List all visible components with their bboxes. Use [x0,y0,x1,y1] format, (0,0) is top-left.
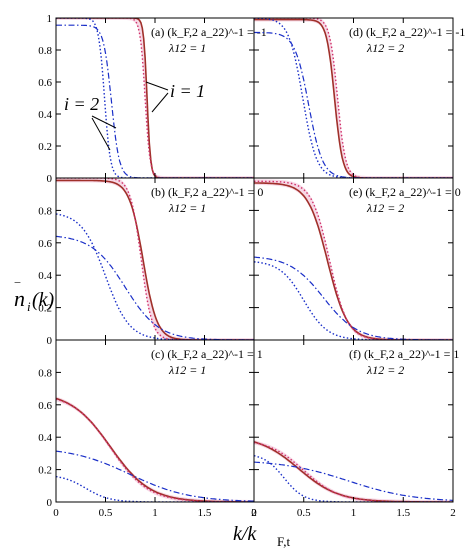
series-i2-dashdot-f [254,461,453,501]
y-tick-label-b: 0.8 [38,205,52,217]
annotation-i1-arrow-1 [145,81,169,91]
x-tick-label-c: 1 [152,507,158,519]
panel-c: 0 0.5 1 1.5 200.20.40.60.8(c) (k_F,2 a_22)^-… [38,339,263,519]
y-tick-label-a: 0 [47,173,53,185]
series-i2-dashdot-c [56,450,254,502]
panel-label-a: (a) (k_F,2 a_22)^-1 = -1 [151,25,267,39]
y-tick-label-b: 0.4 [38,270,52,282]
y-tick-label-c: 0.6 [38,400,52,412]
y-tick-label-a: 0.2 [38,141,52,153]
panel-e: (e) (k_F,2 a_22)^-1 = 0 λ12 = 2 [253,177,461,341]
panel-label-c: (c) (k_F,2 a_22)^-1 = 1 [151,347,263,361]
plot-area-e [254,179,453,340]
y-tick-label-b: 0.6 [38,238,52,250]
series-i2-dotted-e [254,261,453,340]
plot-area-f [254,440,453,502]
y-axis-title-sub: i [27,299,31,314]
y-tick-label-a: 0.8 [38,45,52,57]
y-tick-label-a: 0.4 [38,109,52,121]
lambda-label-e: λ12 = 2 [366,201,404,215]
x-tick-label-f: 0.5 [297,507,311,519]
series-i2-dashdot-b [56,235,254,340]
y-axis-title: n ‾ i (k) [14,282,55,314]
x-tick-label-f: 1 [351,507,357,519]
panel-label-e: (e) (k_F,2 a_22)^-1 = 0 [349,185,461,199]
y-tick-label-a: 1 [47,13,53,25]
panel-f: 0 0.5 1 1.5 2 (f) (k_F,2 a_22)^-1 = 1 λ12 = 2 [251,339,459,519]
annotation-i2-label: i = 2 [64,94,99,114]
series-i1-dotted-e [254,180,453,340]
panel-a: 0 0.2 0.4 0.6 0.8 1 (a) (k_F,2 a_22)^-1 = -1 λ1… [38,13,267,185]
x-tick-label-f: 2 [450,507,456,519]
annotation-i1-label: i = 1 [170,81,205,101]
x-tick-label-f: 0 [251,507,257,519]
frame-d [253,17,454,179]
y-tick-label-c: 0.2 [38,465,52,477]
lambda-label-a: λ12 = 1 [168,41,206,55]
plot-area-b [56,178,254,340]
frame-e [253,177,454,341]
x-tick-label-c: 2 [251,507,257,519]
plot-area-c [56,396,254,502]
x-tick-label-f: 1.5 [396,507,410,519]
shaded-band-e [254,179,453,340]
lambda-label-c: λ12 = 1 [168,363,206,377]
x-tick-label-c: 0 [53,507,59,519]
series-i1-solid-c [56,397,254,502]
x-axis-title-main: k/k [233,523,257,545]
panel-label-d: (d) (k_F,2 a_22)^-1 = -1 [349,25,465,39]
x-tick-label-c: 0.5 [99,507,113,519]
panels-layer: 0 0.2 0.4 0.6 0.8 1 (a) (k_F,2 a_22)^-1 = -1 λ1… [38,13,465,519]
series-i1-dotted-d [254,18,453,178]
series-i1-solid-b [56,179,254,340]
annotation-i1: i = 1 [145,81,205,113]
annotation-i2-arrow-1 [91,115,117,129]
annotation-i1-arrow-2 [151,92,169,113]
series-i2-dashdot-e [254,256,453,340]
series-i1-dotted-f [254,441,453,502]
panel-label-b: (b) (k_F,2 a_22)^-1 = 0 [151,185,263,199]
shaded-band-d [254,18,453,178]
series-i1-solid-e [254,182,453,340]
shaded-band-f [254,440,453,502]
annotation-i2: i = 2 [64,94,117,151]
series-i1-solid-d [254,18,453,178]
series-i2-dotted-f [254,455,453,502]
y-tick-label-b: 0.2 [38,303,52,315]
x-axis-title: k/k F,t [233,523,290,549]
series-i1-solid-f [254,441,453,502]
frame-c [55,339,255,503]
panel-label-f: (f) (k_F,2 a_22)^-1 = 1 [349,347,459,361]
plot-area-d [254,18,453,178]
lambda-label-f: λ12 = 2 [366,363,404,377]
y-tick-label-c: 0 [47,497,53,509]
y-axis-title-main: n [14,286,25,311]
series-i2-dashdot-d [254,31,453,178]
x-axis-title-sub: F,t [277,534,290,549]
panel-d: (d) (k_F,2 a_22)^-1 = -1 λ12 = 2 [253,17,465,179]
y-axis-title-overbar: ‾ [14,282,21,298]
annotation-i2-arrow-2 [91,117,111,151]
lambda-label-d: λ12 = 2 [366,41,404,55]
y-tick-label-c: 0.4 [38,432,52,444]
x-tick-label-c: 1.5 [198,507,212,519]
panel-b: 0 0.2 0.4 0.6 0.8 (b) (k_F,2 a_22)^-1 = 0 λ12 … [38,177,263,347]
shaded-band-c [56,396,254,502]
series-i2-dotted-d [254,18,453,178]
y-tick-label-a: 0.6 [38,77,52,89]
lambda-label-b: λ12 = 1 [168,201,206,215]
y-axis-title-arg: (k) [32,289,55,311]
y-tick-label-c: 0.8 [38,367,52,379]
y-tick-label-b: 0 [47,335,53,347]
